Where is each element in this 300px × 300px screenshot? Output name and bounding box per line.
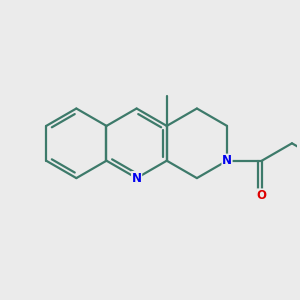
Text: N: N bbox=[222, 154, 232, 167]
Text: O: O bbox=[257, 189, 267, 202]
Text: N: N bbox=[132, 172, 142, 184]
